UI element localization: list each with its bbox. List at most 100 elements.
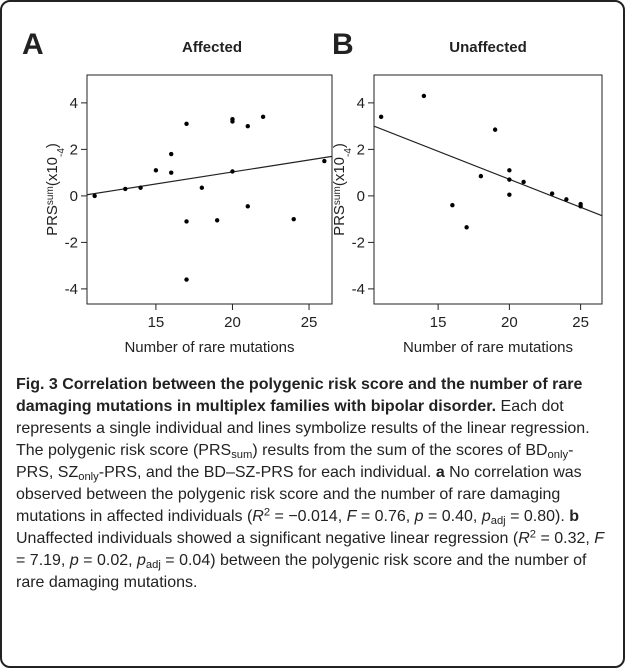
chart-title: Unaffected — [449, 39, 527, 56]
data-point — [199, 185, 205, 190]
caption-run: -PRS, and the BD–SZ-PRS for each individ… — [98, 464, 436, 481]
caption-run: a — [435, 464, 445, 481]
panel-letter: A — [22, 28, 44, 61]
data-point — [450, 202, 455, 208]
data-point — [123, 186, 128, 192]
data-point — [578, 204, 583, 209]
chart-panel: A Affected -4 -2 0 2 4 15 20 25 Number of rare mut… — [22, 28, 333, 356]
caption-run: = 0.76, — [356, 508, 415, 525]
y-tick-label: 2 — [357, 141, 365, 158]
regression-line — [86, 155, 333, 196]
caption-run: R — [252, 508, 264, 525]
regression-line — [373, 125, 603, 217]
y-axis-title-part: (x10 — [44, 157, 61, 186]
caption-run: No correlation was observed between the … — [16, 464, 582, 525]
caption-run: only — [78, 470, 99, 483]
x-tick-label: 15 — [148, 314, 165, 331]
y-tick-label: -4 — [352, 281, 365, 298]
y-tick-label: 0 — [357, 188, 365, 205]
y-axis-title-part: sum — [45, 186, 56, 205]
data-point — [169, 170, 174, 175]
data-point — [184, 121, 189, 127]
y-tick-label: 0 — [70, 188, 78, 205]
data-point — [549, 191, 555, 196]
y-tick-label: 4 — [357, 95, 365, 112]
caption-run: F — [346, 508, 357, 525]
data-point — [564, 197, 569, 202]
data-point — [521, 179, 526, 185]
y-tick-label: -4 — [65, 281, 78, 298]
y-axis-title-part: sum — [332, 186, 343, 205]
data-point — [169, 151, 174, 157]
data-point — [138, 185, 143, 190]
data-point — [230, 169, 235, 174]
data-point — [507, 168, 512, 173]
caption-run: = 0.02, — [78, 552, 137, 569]
caption-run: -PRS, SZ — [16, 442, 574, 481]
caption-run: = 7.19, — [16, 552, 70, 569]
caption-run: = 0.04) between the polygenic risk score… — [16, 552, 587, 591]
chart-panel: B Unaffected -4 -2 0 2 4 15 20 25 Number of rare m… — [331, 28, 603, 356]
y-axis-title-part: (x10 — [331, 157, 348, 186]
x-tick-label: 20 — [224, 314, 241, 331]
caption-run: only — [547, 448, 569, 461]
caption-run: 2 — [529, 528, 537, 541]
caption-run: = 0.40, — [423, 508, 482, 525]
data-point — [184, 219, 189, 224]
data-point — [507, 192, 512, 197]
x-tick-label: 25 — [572, 314, 589, 331]
data-point — [322, 158, 327, 164]
x-tick-label: 25 — [301, 314, 318, 331]
y-tick-label: -2 — [352, 234, 365, 251]
caption-run: = 0.32, — [536, 530, 595, 547]
y-axis-title-part: -4 — [56, 148, 67, 157]
y-axis-title-part: PRS — [331, 205, 348, 236]
y-axis-title-part: PRS — [44, 205, 61, 236]
caption-run: = 0.80). — [505, 508, 570, 525]
y-axis-title: PRSsum(x10-4) — [44, 143, 67, 236]
caption-run: p — [414, 508, 424, 525]
y-axis-title-part: ) — [44, 143, 61, 148]
data-point — [245, 204, 250, 209]
caption-run: p — [481, 508, 491, 525]
caption-run: adj — [490, 514, 506, 527]
y-tick-label: 4 — [70, 95, 78, 112]
caption: Fig. 3 Correlation between the polygenic… — [16, 374, 610, 594]
x-tick-label: 15 — [430, 314, 447, 331]
x-tick-label: 20 — [501, 314, 518, 331]
caption-run: adj — [145, 558, 161, 571]
plot-frame — [86, 74, 333, 305]
data-point — [214, 218, 220, 223]
data-point — [478, 173, 484, 179]
panel-letter: B — [332, 28, 354, 61]
caption-run: 2 — [263, 506, 271, 519]
data-point — [492, 127, 498, 132]
x-axis-title: Number of rare mutations — [403, 339, 573, 356]
caption-run: = −0.014, — [270, 508, 347, 525]
x-axis-title: Number of rare mutations — [124, 339, 294, 356]
data-point — [230, 119, 235, 124]
caption-run: b — [569, 508, 580, 525]
caption-run: sum — [231, 448, 253, 461]
caption-run: p — [137, 552, 146, 569]
y-tick-label: 2 — [70, 141, 78, 158]
data-point — [184, 277, 189, 282]
caption-run: F — [594, 530, 605, 547]
caption-run: Each dot represents a single individual … — [16, 398, 590, 459]
data-point — [260, 114, 266, 120]
caption-run: R — [518, 530, 530, 547]
data-point — [245, 123, 250, 129]
chart-title: Affected — [182, 39, 242, 56]
y-tick-label: -2 — [65, 234, 78, 251]
caption-run: Fig. 3 Correlation between the polygenic… — [16, 376, 583, 415]
data-point — [464, 225, 469, 230]
data-point — [291, 216, 296, 222]
caption-run: ) results from the sum of the scores of … — [252, 442, 548, 459]
y-axis-title-part: -4 — [343, 148, 354, 157]
data-point — [378, 114, 384, 120]
plot-frame — [373, 74, 603, 305]
data-point — [153, 168, 159, 173]
data-point — [421, 93, 427, 99]
y-axis-title-part: ) — [331, 143, 348, 148]
